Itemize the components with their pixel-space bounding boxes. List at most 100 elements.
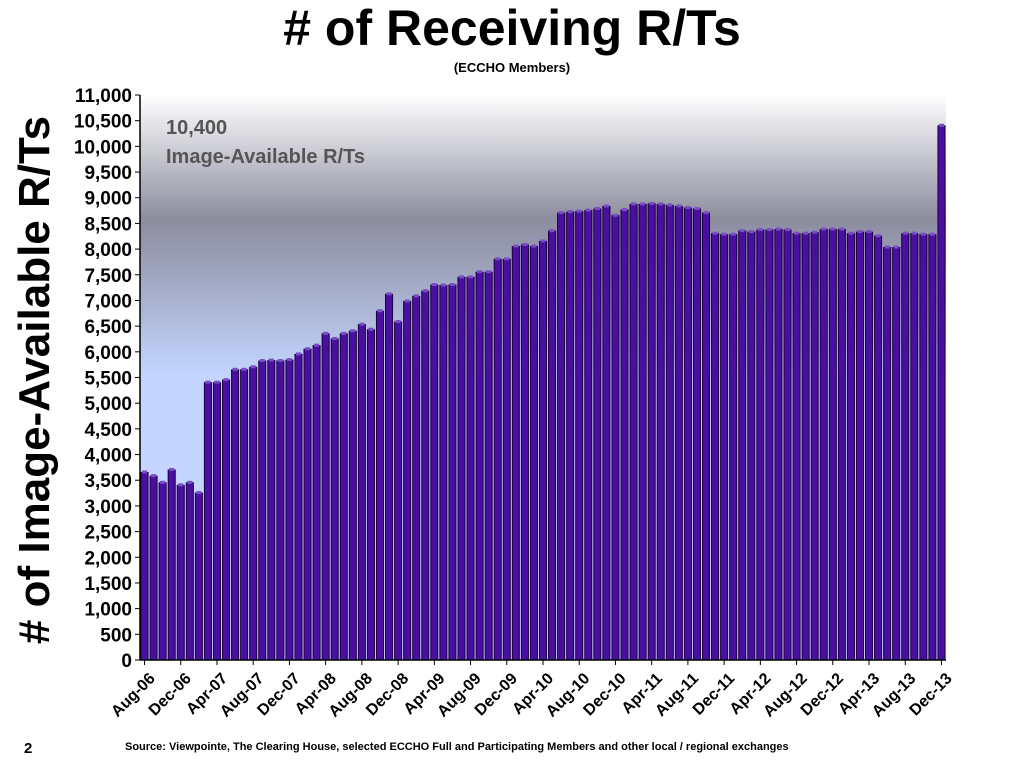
- bar-top: [938, 123, 944, 127]
- chart-subtitle: (ECCHO Members): [453, 60, 571, 75]
- bar-top: [214, 380, 220, 384]
- bar-top: [458, 275, 465, 279]
- annotation-value: 10,400: [166, 117, 227, 139]
- bar-top: [803, 231, 809, 235]
- bar: [493, 258, 502, 661]
- bar: [330, 338, 339, 661]
- bar: [928, 234, 937, 661]
- bar-top: [368, 327, 374, 331]
- bar: [892, 247, 901, 661]
- bar: [683, 207, 692, 661]
- bar: [231, 369, 240, 661]
- bar: [629, 203, 638, 661]
- bar: [194, 492, 203, 661]
- bar: [430, 284, 439, 661]
- y-tick-label: 3,000: [84, 497, 132, 518]
- bar: [837, 229, 846, 661]
- bar-top: [305, 347, 311, 351]
- bar: [158, 482, 167, 661]
- annotation-label: Image-Available R/Ts: [166, 146, 365, 168]
- bar: [511, 246, 520, 661]
- y-tick-label: 7,500: [84, 266, 132, 287]
- bar-top: [160, 480, 166, 484]
- bar: [357, 324, 366, 661]
- bar-top: [812, 230, 818, 234]
- bar-top: [377, 309, 383, 313]
- bar: [810, 232, 819, 661]
- bar-top: [848, 231, 854, 235]
- bar: [692, 208, 701, 661]
- bar-top: [830, 227, 836, 231]
- bar-top: [277, 359, 283, 363]
- y-tick-label: 4,000: [84, 446, 132, 467]
- bar-top: [775, 227, 781, 231]
- bar: [801, 233, 810, 661]
- bar: [538, 240, 548, 661]
- bar: [267, 360, 276, 661]
- bar-top: [631, 202, 637, 206]
- x-tick-labels: Aug-06Dec-06Apr-07Aug-07Dec-07Apr-08Aug-…: [108, 660, 956, 721]
- bar: [584, 210, 593, 661]
- bar-top: [712, 231, 718, 235]
- bar: [593, 208, 602, 661]
- bar: [883, 247, 892, 661]
- bar-top: [413, 294, 419, 298]
- bar-top: [866, 230, 872, 234]
- bar: [321, 333, 330, 661]
- y-tick-label: 500: [100, 625, 132, 646]
- bar-top: [784, 228, 791, 232]
- bar: [611, 215, 620, 661]
- bar-top: [857, 230, 863, 234]
- bar: [792, 233, 801, 661]
- bar: [674, 205, 683, 661]
- bar-top: [250, 365, 256, 369]
- bar: [864, 231, 874, 661]
- bar-top: [603, 204, 609, 208]
- bar: [638, 203, 647, 661]
- bar: [375, 310, 385, 661]
- bar-top: [585, 208, 591, 212]
- bar-top: [187, 480, 193, 484]
- y-tick-label: 9,000: [84, 189, 132, 210]
- bar: [439, 285, 448, 661]
- bar-top: [902, 231, 908, 235]
- y-tick-label: 3,500: [84, 471, 132, 492]
- bar-top: [739, 229, 745, 233]
- bar-top: [323, 331, 329, 335]
- bar-top: [332, 336, 338, 340]
- bar-top: [730, 232, 736, 236]
- bar: [901, 233, 910, 661]
- y-tick-label: 6,000: [84, 343, 132, 364]
- bar-top: [694, 207, 700, 211]
- bar-top: [268, 358, 274, 362]
- y-tick-label: 6,500: [84, 317, 132, 338]
- bar-top: [350, 329, 356, 333]
- bar-top: [884, 245, 890, 249]
- bar: [149, 475, 158, 661]
- bar-top: [748, 230, 754, 234]
- bar-top: [477, 270, 483, 274]
- bar-top: [576, 209, 582, 213]
- y-tick-label: 5,500: [84, 369, 132, 390]
- bar: [774, 229, 783, 661]
- bar: [457, 276, 466, 661]
- bar-top: [232, 367, 238, 371]
- bar: [167, 469, 176, 661]
- y-tick-label: 0: [121, 651, 132, 672]
- bar-top: [721, 232, 727, 236]
- bar-top: [259, 359, 265, 363]
- bar-top: [640, 202, 646, 206]
- bar-top: [395, 320, 401, 324]
- bar: [765, 229, 774, 661]
- bar-top: [513, 244, 519, 248]
- bar: [575, 211, 584, 661]
- bar-top: [594, 207, 600, 211]
- bar-top: [794, 231, 800, 235]
- bar-top: [567, 210, 573, 214]
- bar: [937, 125, 946, 661]
- y-tick-label: 7,000: [84, 291, 132, 312]
- bar: [203, 382, 212, 661]
- bar: [520, 244, 529, 661]
- bar-top: [422, 289, 428, 293]
